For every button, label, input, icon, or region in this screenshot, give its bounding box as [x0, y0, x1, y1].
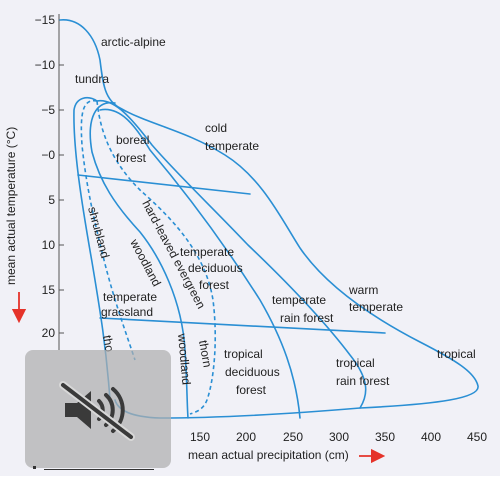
- y-tick-label: 5: [48, 193, 55, 207]
- y-tick-label: −15: [35, 13, 56, 27]
- y-tick-label: −5: [41, 103, 55, 117]
- region-temperate-grassland-label: grassland: [101, 305, 153, 319]
- zero-degree-boundary: [77, 174, 251, 195]
- mute-overlay-button[interactable]: [25, 350, 171, 468]
- region-temperate-rain-forest-label: temperate: [272, 293, 326, 307]
- region-cold-temperate-label: temperate: [205, 139, 259, 153]
- y-tick-label: 15: [42, 283, 56, 297]
- region-labels: arctic-alpine tundra boreal forest cold …: [75, 35, 476, 397]
- region-warm-temperate-label: warm: [348, 283, 378, 297]
- x-tick-label: 150: [190, 430, 210, 444]
- region-cold-temperate-label: cold: [205, 121, 227, 135]
- y-tick-label: −0: [41, 148, 55, 162]
- region-boreal-label: forest: [116, 151, 147, 165]
- region-temperate-grassland-label: temperate: [103, 290, 157, 304]
- evergreen-dashed-boundary: [96, 100, 217, 415]
- x-tick-label: 450: [467, 430, 487, 444]
- region-shrubland: shrubland: [85, 205, 112, 260]
- y-tick-label: 10: [42, 238, 56, 252]
- region-thorn-partial: tho: [100, 334, 117, 353]
- inner-left-boundary: [73, 96, 111, 401]
- region-thorn: thorn: [196, 339, 215, 368]
- x-tick-label: 300: [329, 430, 349, 444]
- shrubland-dashed-boundary: [80, 99, 136, 361]
- region-boreal-label: boreal: [116, 133, 149, 147]
- caption-marker: [33, 466, 36, 469]
- x-tick-label: 250: [283, 430, 303, 444]
- woodland-boundary: [89, 101, 189, 419]
- x-ticks: 150 200 250 300 350 400 450: [190, 430, 487, 444]
- forest-divider-boundary: [99, 108, 301, 419]
- region-tundra: tundra: [75, 72, 109, 86]
- y-axis-title: mean actual temperature (°C): [4, 127, 18, 285]
- region-woodland-lower: woodland: [175, 332, 194, 385]
- boreal-inner-boundary: [96, 100, 367, 409]
- region-tropical-rain-forest-label: tropical: [336, 356, 375, 370]
- x-tick-label: 400: [421, 430, 441, 444]
- region-tropical-deciduous-label: tropical: [224, 347, 263, 361]
- caption-rule: [44, 469, 154, 470]
- region-arctic-alpine: arctic-alpine: [101, 35, 166, 49]
- region-tropical-deciduous-label: forest: [236, 383, 267, 397]
- region-temperate-rain-forest-label: rain forest: [280, 311, 334, 325]
- region-warm-temperate-label: temperate: [349, 300, 403, 314]
- region-temperate-deciduous-label: deciduous: [188, 261, 243, 275]
- x-tick-label: 200: [236, 430, 256, 444]
- region-temperate-deciduous-label: forest: [199, 278, 230, 292]
- region-tropical-rain-forest-label: rain forest: [336, 374, 390, 388]
- x-tick-label: 350: [375, 430, 395, 444]
- y-tick-label: −10: [35, 58, 56, 72]
- x-axis-title: mean actual precipitation (cm): [188, 448, 349, 462]
- y-axis-title-group: mean actual temperature (°C): [4, 127, 27, 324]
- eighteen-degree-boundary: [99, 317, 386, 334]
- biome-boundaries: [59, 19, 479, 419]
- x-axis-title-group: mean actual precipitation (cm): [188, 448, 386, 464]
- speaker-muted-icon: [59, 381, 135, 441]
- dashed-boundaries: [80, 99, 217, 415]
- y-ticks: −15 −10 −5 −0 5 10 15 20: [35, 13, 64, 340]
- region-tropical-deciduous-label: deciduous: [225, 365, 280, 379]
- region-tropical: tropical: [437, 347, 476, 361]
- region-temperate-deciduous-label: temperate: [180, 245, 234, 259]
- region-woodland-upper: woodland: [127, 236, 164, 289]
- y-tick-label: 20: [42, 326, 56, 340]
